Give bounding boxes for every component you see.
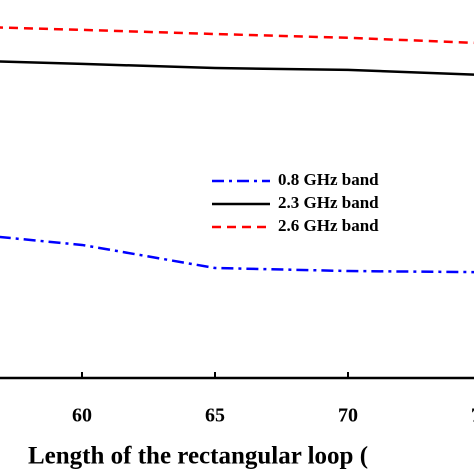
x-tick-label: 60 xyxy=(72,405,92,427)
x-axis-label: Length of the rectangular loop ( xyxy=(28,443,368,470)
legend-label: 0.8 GHz band xyxy=(278,170,379,189)
x-tick-label: 75 xyxy=(471,405,474,427)
x-tick-label: 65 xyxy=(205,405,225,427)
series-line xyxy=(0,60,474,76)
x-tick-label: 70 xyxy=(338,405,358,427)
legend-label: 2.3 GHz band xyxy=(278,193,379,212)
legend-label: 2.6 GHz band xyxy=(278,216,379,235)
series-line xyxy=(0,235,474,274)
series-line xyxy=(0,26,474,45)
